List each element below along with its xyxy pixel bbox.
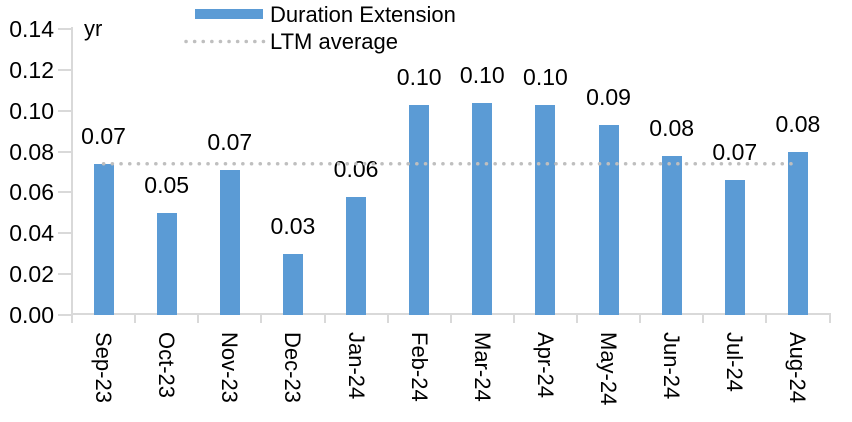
x-axis-tick — [323, 313, 326, 323]
x-axis-label: May-24 — [596, 332, 622, 406]
bar-mar-24[interactable] — [472, 103, 493, 315]
x-axis-tick — [639, 313, 642, 323]
bar-value-label: 0.06 — [333, 156, 379, 182]
x-axis-label: Oct-23 — [154, 332, 180, 399]
bar-aug-24[interactable] — [787, 152, 808, 315]
bar-value-label: 0.03 — [270, 213, 316, 239]
x-axis-label: Jan-24 — [343, 332, 369, 400]
y-axis-tick-label: 0.12 — [9, 57, 54, 83]
y-axis-tick — [58, 28, 71, 30]
y-axis-tick-label: 0.06 — [9, 179, 54, 205]
bar-jul-24[interactable] — [724, 180, 745, 315]
y-axis-tick — [58, 191, 71, 193]
y-axis-tick — [58, 110, 71, 112]
x-axis-label: Nov-23 — [217, 332, 243, 403]
x-axis-label: Mar-24 — [469, 332, 495, 402]
y-axis-tick — [58, 151, 71, 153]
bar-value-label: 0.05 — [144, 172, 190, 198]
bar-value-label: 0.07 — [81, 123, 126, 149]
bar-value-label: 0.07 — [712, 139, 758, 165]
y-axis-tick — [58, 69, 71, 71]
bar-jun-24[interactable] — [661, 156, 682, 315]
y-axis-tick — [58, 314, 71, 316]
y-axis-tick-label: 0.04 — [9, 220, 54, 246]
bar-value-label: 0.10 — [396, 64, 442, 90]
x-axis-label: Feb-24 — [406, 332, 432, 402]
x-axis-label: Sep-23 — [91, 332, 117, 403]
legend-label-ltm-average: LTM average — [270, 29, 398, 54]
x-axis-tick — [828, 313, 831, 323]
x-axis-tick — [386, 313, 389, 323]
dotted-line-swatch — [184, 39, 266, 44]
y-axis-unit-label: yr — [84, 16, 103, 41]
bar-value-label: 0.10 — [523, 64, 568, 90]
bar-value-label: 0.07 — [207, 129, 253, 155]
y-axis-tick-label: 0.14 — [9, 16, 54, 42]
x-axis-label: Apr-24 — [532, 332, 558, 399]
x-axis-tick — [260, 313, 263, 323]
bar-may-24[interactable] — [598, 125, 619, 315]
x-axis-label: Aug-24 — [785, 332, 811, 403]
x-axis-tick — [702, 313, 705, 323]
y-axis-line — [71, 27, 73, 315]
y-axis-tick-label: 0.10 — [9, 98, 54, 124]
bar-value-label: 0.10 — [459, 62, 505, 88]
x-axis-tick — [576, 313, 578, 323]
bar-dec-23[interactable] — [282, 254, 303, 315]
y-axis-tick-label: 0.02 — [9, 261, 54, 287]
x-axis-tick — [765, 313, 768, 323]
y-axis-tick — [58, 232, 71, 234]
bar-jan-24[interactable] — [346, 197, 367, 315]
bar-apr-24[interactable] — [535, 105, 556, 315]
x-axis-tick — [449, 313, 452, 323]
x-axis-label: Dec-23 — [280, 332, 306, 403]
bar-value-label: 0.08 — [775, 111, 821, 137]
x-axis-tick — [197, 313, 200, 323]
x-axis-tick — [71, 313, 73, 323]
bar-series-swatch — [195, 9, 263, 19]
x-axis-label: Jun-24 — [659, 332, 685, 400]
legend-label-duration-extension: Duration Extension — [270, 2, 456, 27]
bar-value-label: 0.09 — [586, 84, 631, 110]
y-axis-tick-label: 0.00 — [9, 302, 54, 328]
y-axis-tick-label: 0.08 — [9, 139, 54, 165]
y-axis-tick — [58, 273, 71, 275]
x-axis-tick — [512, 313, 515, 323]
x-axis-tick — [134, 313, 137, 323]
bar-nov-23[interactable] — [219, 170, 240, 315]
bar-value-label: 0.08 — [649, 115, 695, 141]
bar-feb-24[interactable] — [409, 105, 430, 315]
x-axis-label: Jul-24 — [722, 332, 748, 392]
bar-oct-23[interactable] — [156, 213, 177, 315]
bar-sep-23[interactable] — [93, 164, 114, 315]
